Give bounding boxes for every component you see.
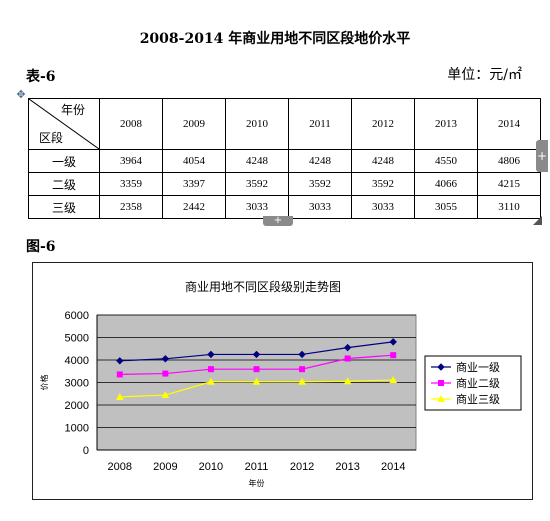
legend-entry: 商业二级 [456,376,500,390]
document-title: 2008-2014 年商业用地不同区段地价水平 [139,31,411,47]
data-point [207,350,215,359]
y-tick-label: 1000 [65,423,89,435]
table-cell: 4550 [414,149,478,173]
corner-section-label: 区段 [39,131,64,145]
data-point [389,338,397,346]
legend-entry: 商业三级 [456,392,500,406]
data-point [299,366,306,373]
corner-year-label: 年份 [60,103,85,117]
x-tick-label: 2009 [153,461,177,473]
x-tick-label: 2013 [335,461,359,473]
table-cell: 4248 [288,149,352,173]
table-cell: 3592 [225,172,289,196]
table-row: 二级 3359 3397 3592 3592 3592 4066 4215 [28,172,541,196]
data-point [389,375,398,384]
corner-diagonal-line [29,99,99,149]
y-tick-label: 3000 [65,378,89,390]
unit-label: 单位：元/㎡ [447,67,522,83]
y-tick-label: 2000 [65,400,89,412]
data-point [115,392,124,400]
table-row: 一级 3964 4054 4248 4248 4248 4550 4806 [28,149,541,173]
y-tick-label: 5000 [65,333,89,345]
table-cell: 3592 [351,172,415,196]
table-cell: 2442 [162,195,226,219]
table-cell: 2358 [99,195,163,219]
table-cell: 3110 [477,195,541,219]
data-point [298,350,306,359]
table-label: 表-6 [26,69,56,85]
data-point [298,377,306,385]
row-label: 三级 [28,195,100,219]
table-cell: 4806 [477,149,541,173]
legend-marker [437,394,445,402]
price-table: 年份 区段 2008 2009 2010 2011 2012 2013 2014… [28,98,541,219]
data-point [253,366,260,373]
add-column-button[interactable]: + [536,140,548,172]
y-axis-label: 价格 [39,375,49,391]
data-point [344,355,351,362]
table-cell: 4215 [477,172,541,196]
plus-icon: + [536,149,548,163]
table-cell: 3033 [225,195,289,219]
x-tick-label: 2014 [381,461,405,473]
legend-marker [438,380,444,386]
year-header: 2012 [351,98,415,150]
year-header: 2008 [99,98,163,150]
x-axis-label: 年份 [249,478,265,488]
row-label: 二级 [28,172,100,196]
data-point [161,391,170,399]
legend-marker [437,363,445,371]
data-point [343,343,352,352]
data-point [116,371,123,378]
table-cell: 3397 [162,172,226,196]
data-point [343,377,352,385]
x-tick-label: 2012 [290,461,314,473]
data-point [161,355,170,363]
data-point [252,377,261,385]
table-cell: 3359 [99,172,163,196]
x-tick-label: 2011 [245,461,269,473]
table-cell: 4066 [414,172,478,196]
year-header: 2010 [225,98,289,150]
line-chart: 商业用地不同区段级别走势图 0 1000 2000 3000 4000 5000 6000 20… [39,279,522,488]
table-cell: 4248 [351,149,415,173]
table-header-row: 年份 区段 2008 2009 2010 2011 2012 2013 2014 [28,98,541,150]
year-header: 2009 [162,98,226,150]
plus-icon: + [273,215,283,226]
chart-container: 商业用地不同区段级别走势图 0 1000 2000 3000 4000 5000 6000 20… [32,262,533,500]
table-corner-cell: 年份 区段 [28,98,100,150]
table-cell: 3592 [288,172,352,196]
year-header: 2011 [288,98,352,150]
y-tick-label: 4000 [65,355,89,367]
y-tick-label: 6000 [65,310,89,322]
year-header: 2013 [414,98,478,150]
data-point [390,352,397,359]
resize-corner-icon[interactable] [533,216,542,225]
x-tick-label: 2008 [108,461,132,473]
row-label: 一级 [28,149,100,173]
table-cell: 3964 [99,149,163,173]
table-cell: 3033 [351,195,415,219]
table-cell: 3055 [414,195,478,219]
data-point [116,357,124,365]
move-arrows-icon[interactable]: ✥ [16,88,26,101]
data-point [162,370,169,377]
table-cell: 3033 [288,195,352,219]
data-point [207,366,214,373]
data-point [252,350,261,359]
chart-title: 商业用地不同区段级别走势图 [185,279,341,294]
x-tick-label: 2010 [199,461,223,473]
table-cell: 4054 [162,149,226,173]
y-tick-label: 0 [83,445,89,457]
table-cell: 4248 [225,149,289,173]
add-row-button[interactable]: + [263,216,293,226]
figure-label: 图-6 [26,239,56,255]
legend-entry: 商业一级 [456,360,500,374]
year-header: 2014 [477,98,541,150]
table-row: 三级 2358 2442 3033 3033 3033 3055 3110 [28,195,541,219]
data-point [207,377,215,385]
